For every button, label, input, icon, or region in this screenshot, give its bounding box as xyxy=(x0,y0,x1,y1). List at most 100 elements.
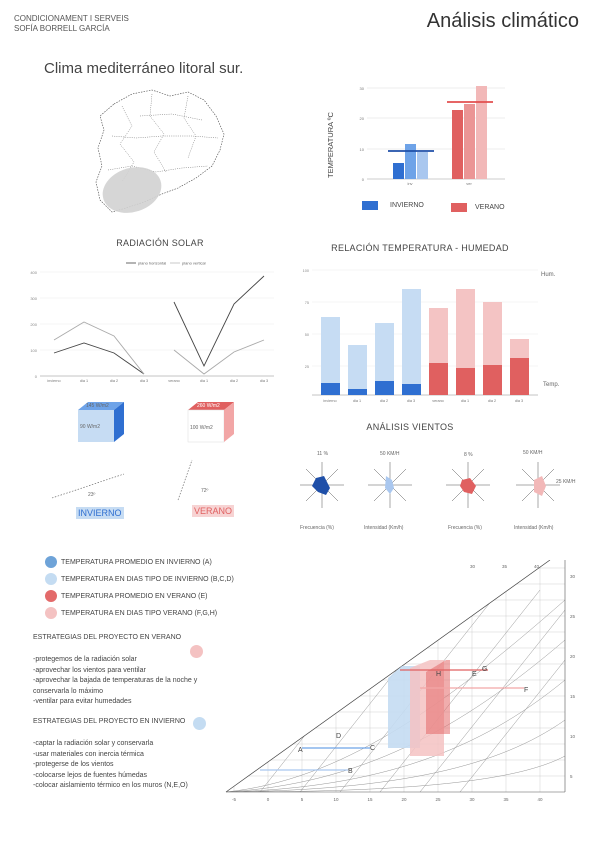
hum-ytick: 50 xyxy=(305,333,309,337)
catalonia-map xyxy=(95,89,225,213)
point-D: D xyxy=(336,733,341,740)
solar-ytick-300: 300 xyxy=(30,296,37,301)
psy-top-tick: 30 xyxy=(470,564,476,569)
legend-winter-label: INVIERNO xyxy=(390,202,424,209)
sun-angle-lines xyxy=(51,459,193,501)
point-G: G xyxy=(482,666,487,673)
solar-winter-horizontal xyxy=(53,342,145,375)
solar-ytick-100: 100 xyxy=(30,348,37,353)
temp-label: Temp. xyxy=(543,382,560,388)
summer-radiation-box xyxy=(187,402,234,443)
psy-xtick: 0 xyxy=(267,797,270,802)
list-item: conservarla lo máximo xyxy=(33,687,104,695)
hum-label: Hum. xyxy=(541,272,556,278)
humidity-chart: 100 75 50 25 invierno dia 1 dia 2 dia 3 … xyxy=(303,269,538,403)
xtick-ver: ver xyxy=(466,181,472,186)
list-item: -captar la radiación solar y conservarla xyxy=(33,740,154,747)
hum-bar-winter-d3 xyxy=(402,289,421,395)
solar-xtick: dia 3 xyxy=(260,379,268,383)
rose-4-bottom: Intensidad (Km/h) xyxy=(514,525,554,531)
legend-item-summer-avg: TEMPERATURA PROMEDIO EN VERANO (E) xyxy=(45,589,208,603)
rose-3-bottom: Frecuencia (%) xyxy=(448,525,482,531)
rose-2-top: 50 KM/H xyxy=(380,451,400,457)
solar-ytick-400: 400 xyxy=(30,270,37,275)
list-item: -ventilar para evitar humedades xyxy=(33,698,132,705)
temp-bar-summer-d2 xyxy=(483,365,502,395)
summer-strategies-title: ESTRATEGIAS DEL PROYECTO EN VERANO xyxy=(33,634,182,641)
solar-xtick: dia 1 xyxy=(80,379,88,383)
list-item: -aprovechar los vientos para ventilar xyxy=(33,666,146,674)
winter-top-value: 145 W/m2 xyxy=(86,403,109,409)
hum-xtick: invierno xyxy=(323,399,336,403)
summer-top-value: 260 W/m2 xyxy=(197,403,220,409)
hum-xtick: dia 2 xyxy=(380,399,388,403)
rose-4-side: 25 KM/H xyxy=(556,479,576,485)
ytick-30: 30 xyxy=(360,86,365,91)
legend-summer-swatch xyxy=(451,203,467,212)
psy-xtick: 35 xyxy=(503,797,509,802)
list-item: -protegemos de la radiación solar xyxy=(33,656,137,663)
hum-ytick: 75 xyxy=(305,301,309,305)
xtick-inv: inv xyxy=(407,181,412,186)
solar-radiation-chart: plano horizontal plano vertical 400 300 … xyxy=(30,261,274,383)
point-B: B xyxy=(348,768,353,775)
solar-xtick: dia 2 xyxy=(110,379,118,383)
winter-radiation-box xyxy=(78,402,124,442)
legend-dot xyxy=(45,607,57,619)
hum-bar-winter-d2 xyxy=(375,323,394,395)
psy-xtick: 25 xyxy=(435,797,441,802)
winds-title: ANÁLISIS VIENTOS xyxy=(366,422,454,432)
legend-label: TEMPERATURA EN DIAS TIPO VERANO (F,G,H) xyxy=(61,609,218,617)
rose-1-top: 11 % xyxy=(317,451,329,457)
saturation-curve xyxy=(225,560,551,793)
summer-side-value: 100 W/m2 xyxy=(190,425,213,431)
rose-4-top: 50 KM/H xyxy=(523,450,543,456)
point-C: C xyxy=(370,745,375,752)
psy-right-tick: 20 xyxy=(570,654,576,659)
hum-ytick: 25 xyxy=(305,365,309,369)
psy-right-tick: 15 xyxy=(570,694,576,699)
solar-summer-horizontal xyxy=(173,275,265,368)
solar-xtick: invierno xyxy=(47,379,60,383)
psy-xtick: -5 xyxy=(232,797,236,802)
rose-2-bottom: Intensidad (Km/h) xyxy=(364,525,404,531)
bar-summer-day2 xyxy=(476,86,487,179)
page-title: Análisis climático xyxy=(426,10,579,32)
psy-top-tick: 40 xyxy=(534,564,540,569)
temp-bar-winter-d3 xyxy=(402,384,421,395)
winter-strategies-dot xyxy=(193,717,206,730)
solar-ytick-200: 200 xyxy=(30,322,37,327)
hum-xtick: dia 3 xyxy=(407,399,415,403)
hum-xtick: dia 1 xyxy=(353,399,361,403)
summer-strategies-list: -protegemos de la radiación solar -aprov… xyxy=(33,655,197,708)
point-F: F xyxy=(524,687,528,694)
hum-ytick: 100 xyxy=(303,269,309,273)
summer-label: VERANO xyxy=(192,505,235,517)
legend-dot xyxy=(45,573,57,585)
humidity-title: RELACIÓN TEMPERATURA - HUMEDAD xyxy=(331,243,509,253)
psy-right-tick: 25 xyxy=(570,614,576,619)
course-name: CONDICIONAMENT I SERVEIS xyxy=(14,14,129,23)
point-E: E xyxy=(472,671,477,678)
solar-xtick: dia 1 xyxy=(200,379,208,383)
winter-strategies-title: ESTRATEGIAS DEL PROYECTO EN INVIERNO xyxy=(33,718,186,725)
winter-strategies-list: -captar la radiación solar y conservarla… xyxy=(33,739,188,792)
psy-right-tick: 5 xyxy=(570,774,573,779)
bar-summer-day1 xyxy=(464,104,475,179)
hum-bar-winter-avg xyxy=(321,317,340,395)
list-item: -protegerse de los vientos xyxy=(33,761,114,768)
list-item: -colocar aislamiento térmico en los muro… xyxy=(33,782,188,789)
bar-winter-day1 xyxy=(405,144,416,179)
hum-xtick: dia 3 xyxy=(515,399,523,403)
psy-xtick: 10 xyxy=(333,797,339,802)
hum-xtick: dia 1 xyxy=(461,399,469,403)
legend-dot xyxy=(45,590,57,602)
solar-xtick: verano xyxy=(168,379,180,383)
temp-bar-winter-avg xyxy=(321,383,340,395)
solar-summer-vertical xyxy=(173,339,265,375)
solar-xtick: dia 3 xyxy=(140,379,148,383)
legend-dot xyxy=(45,556,57,568)
winter-label: INVIERNO xyxy=(76,507,124,519)
temp-bar-winter-d1 xyxy=(348,389,367,395)
wind-roses xyxy=(300,462,560,508)
